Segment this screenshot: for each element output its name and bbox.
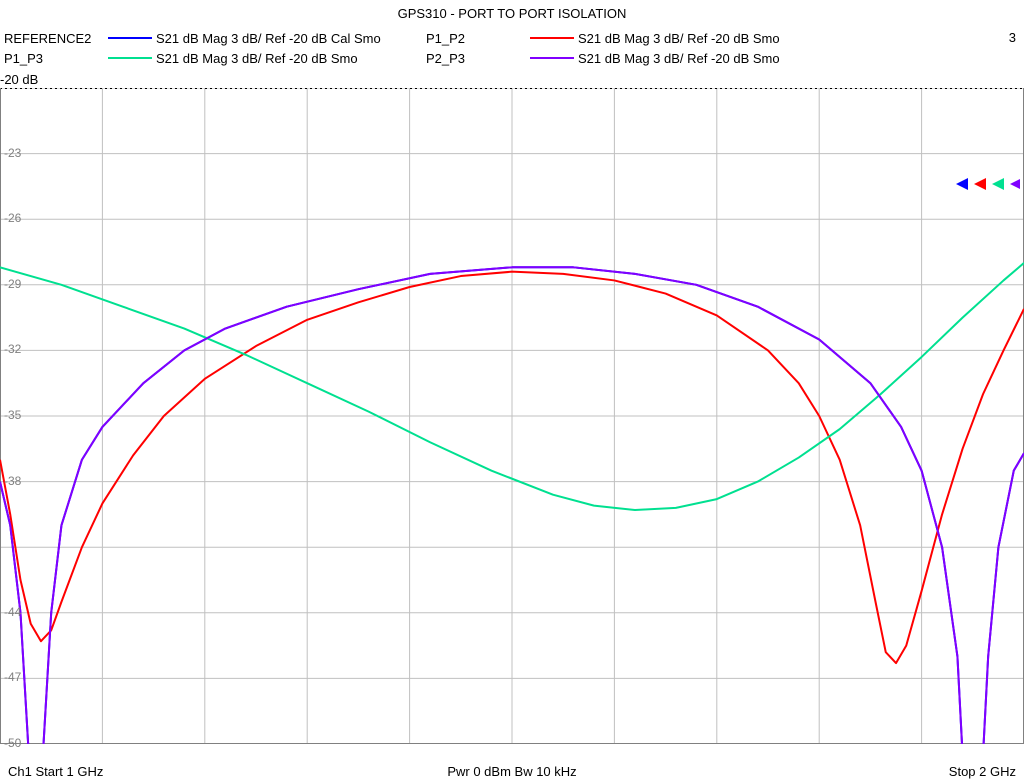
ref-level-label: -20 dB bbox=[0, 72, 38, 87]
y-tick-label: -26 bbox=[4, 211, 21, 225]
y-tick-label: -47 bbox=[4, 670, 21, 684]
chart-title: GPS310 - PORT TO PORT ISOLATION bbox=[0, 0, 1024, 21]
trace-number: 3 bbox=[1009, 30, 1016, 45]
legend-name-3: P2_P3 bbox=[426, 51, 526, 66]
trace-markers bbox=[948, 176, 1020, 192]
y-tick-label: -23 bbox=[4, 146, 21, 160]
legend-swatch-3 bbox=[530, 57, 574, 59]
legend-desc-3: S21 dB Mag 3 dB/ Ref -20 dB Smo bbox=[578, 51, 848, 66]
y-tick-label: -32 bbox=[4, 342, 21, 356]
footer-stop: Stop 2 GHz bbox=[949, 764, 1016, 779]
footer-center: Pwr 0 dBm Bw 10 kHz bbox=[447, 764, 576, 779]
legend-desc-2: S21 dB Mag 3 dB/ Ref -20 dB Smo bbox=[156, 51, 426, 66]
chart-plot: -23-26-29-32-35-38-44-47-50 bbox=[0, 88, 1024, 744]
footer-start: Ch1 Start 1 GHz bbox=[8, 764, 103, 779]
legend-name-0: REFERENCE2 bbox=[4, 31, 104, 46]
y-tick-label: -35 bbox=[4, 408, 21, 422]
y-tick-label: -50 bbox=[4, 736, 21, 750]
legend-swatch-2 bbox=[108, 57, 152, 59]
y-tick-label: -44 bbox=[4, 605, 21, 619]
legend-name-1: P1_P2 bbox=[426, 31, 526, 46]
y-tick-label: -29 bbox=[4, 277, 21, 291]
legend-desc-0: S21 dB Mag 3 dB/ Ref -20 dB Cal Smo bbox=[156, 31, 426, 46]
legend-desc-1: S21 dB Mag 3 dB/ Ref -20 dB Smo bbox=[578, 31, 848, 46]
legend: REFERENCE2 S21 dB Mag 3 dB/ Ref -20 dB C… bbox=[4, 28, 1020, 68]
y-tick-label: -38 bbox=[4, 474, 21, 488]
legend-swatch-1 bbox=[530, 37, 574, 39]
legend-swatch-0 bbox=[108, 37, 152, 39]
legend-name-2: P1_P3 bbox=[4, 51, 104, 66]
